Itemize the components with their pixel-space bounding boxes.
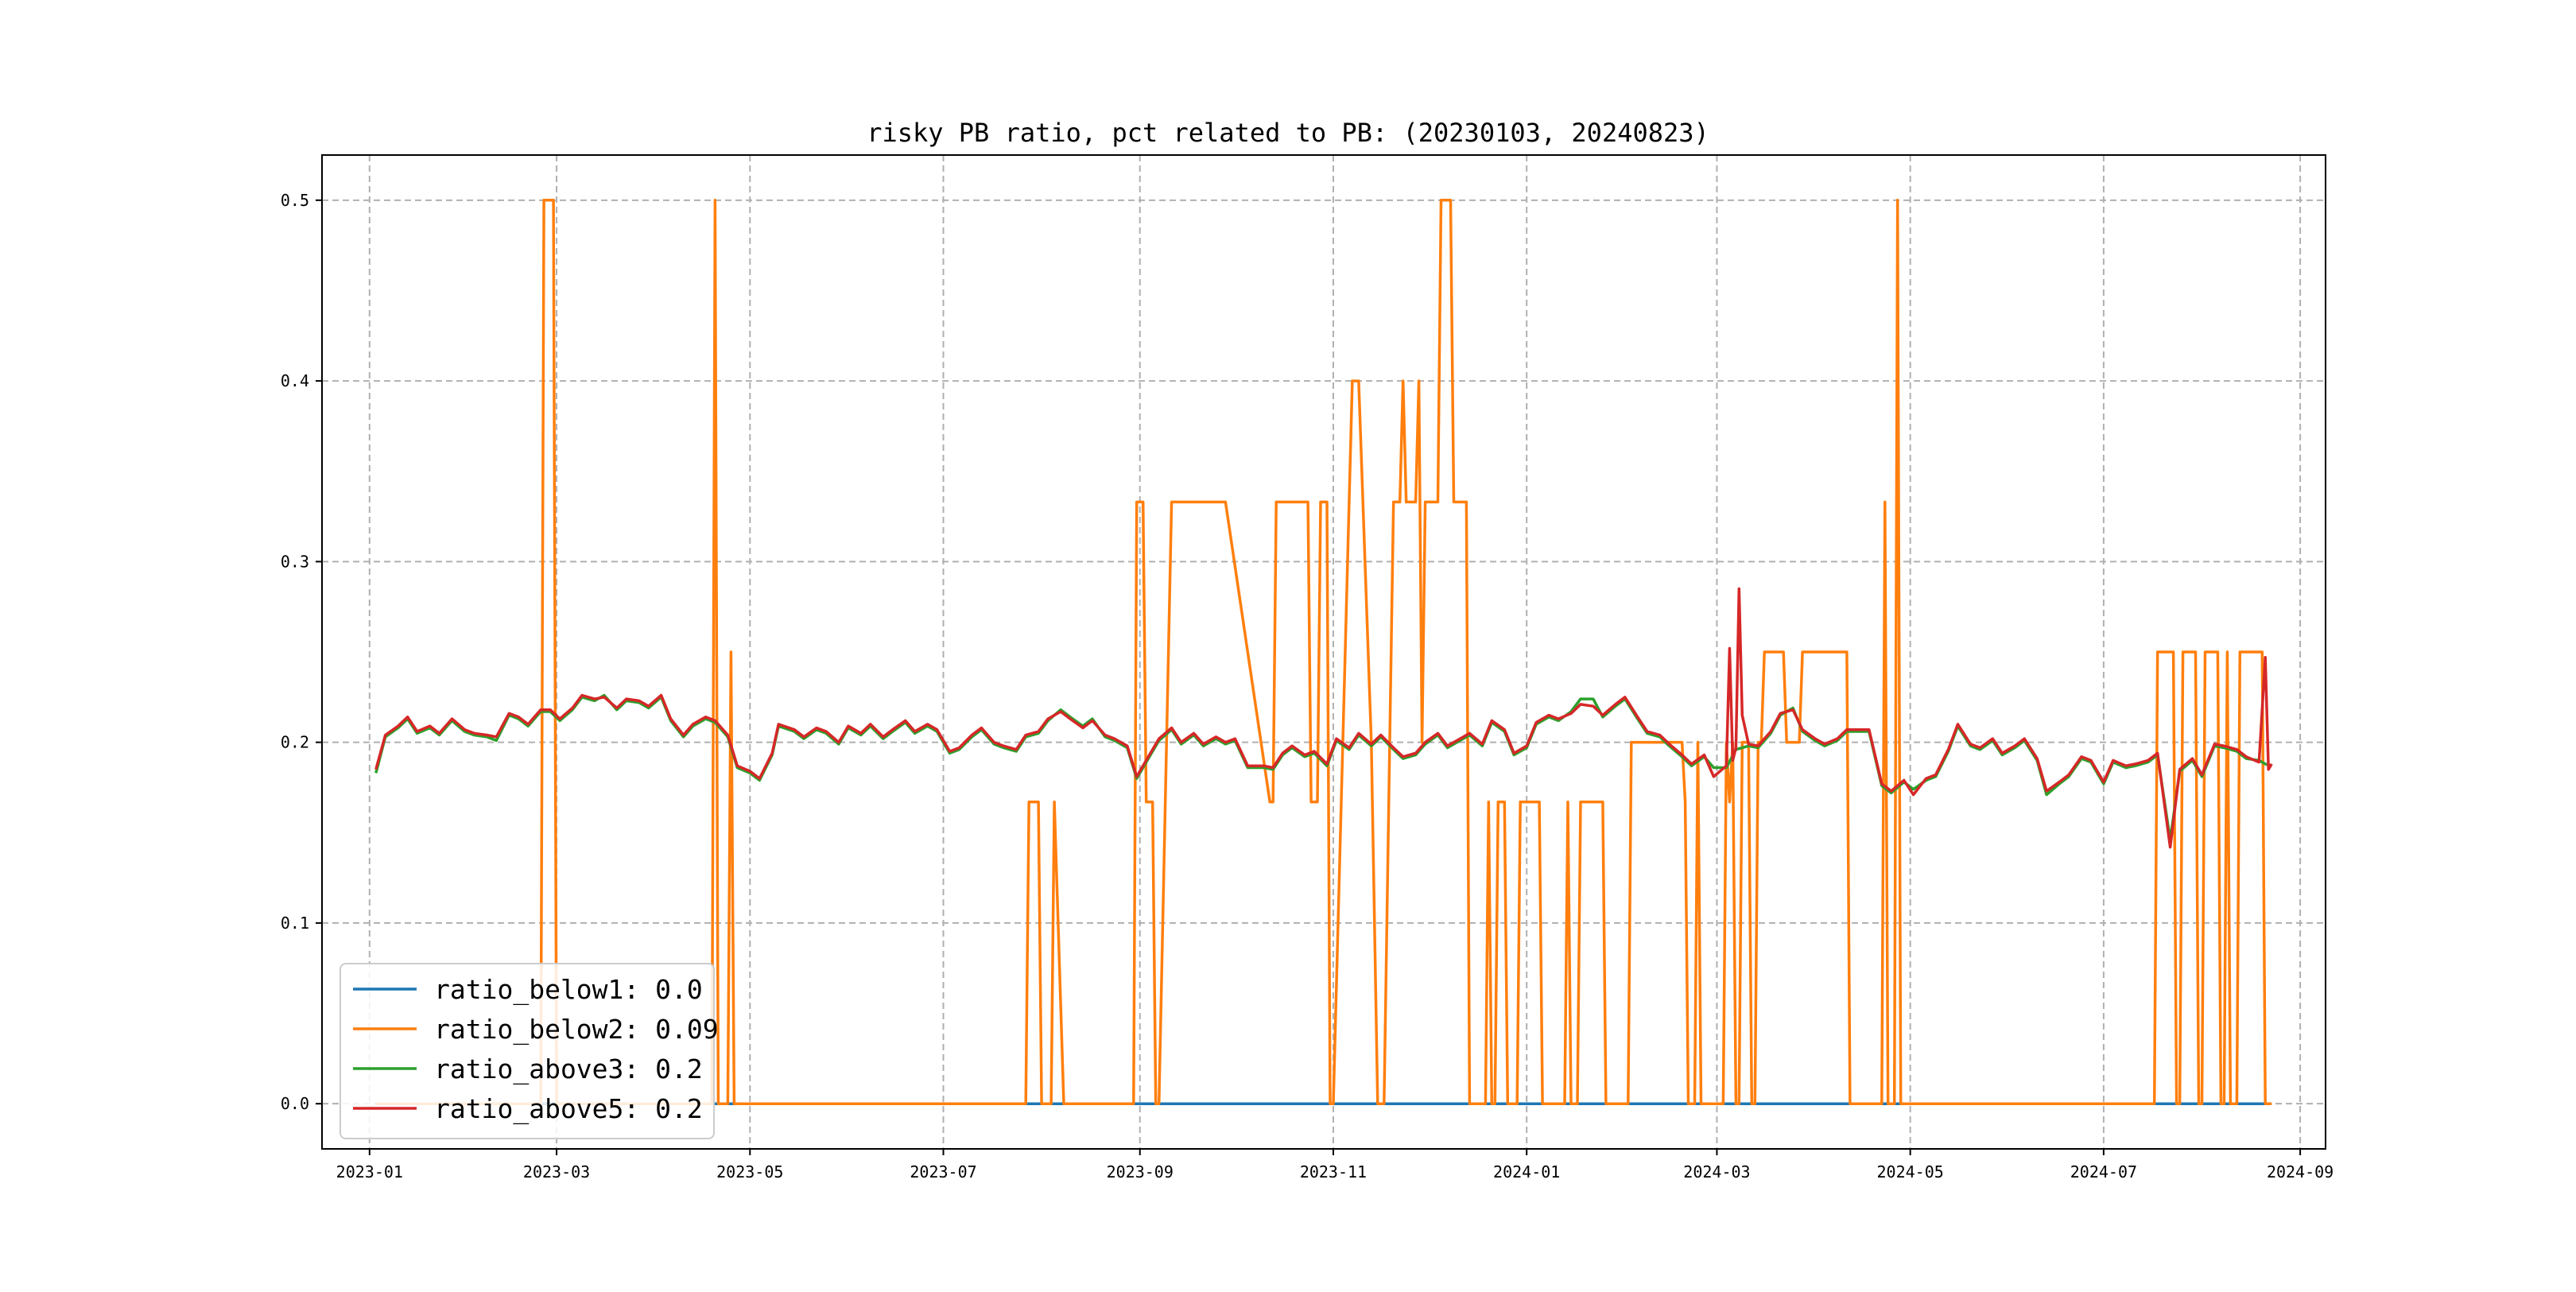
x-tick-label: 2023-07 [910, 1162, 976, 1181]
x-tick-label: 2023-05 [716, 1162, 783, 1181]
series-line-ratio-below2 [375, 199, 2272, 1105]
legend-box [339, 963, 715, 1139]
x-tick-label: 2023-09 [1107, 1162, 1174, 1181]
y-tick-label: 0.0 [281, 1094, 309, 1113]
legend-entry-label: ratio_below2: 0.09 [434, 1014, 719, 1046]
series-line-ratio-above5 [374, 587, 2273, 849]
x-tick-label: 2024-01 [1493, 1162, 1560, 1181]
y-tick-label: 0.3 [281, 552, 309, 571]
y-tick-label: 0.5 [281, 191, 309, 210]
y-tick-label: 0.4 [281, 371, 309, 390]
x-tick-label: 2023-03 [523, 1162, 590, 1181]
legend-entry-label: ratio_above5: 0.2 [434, 1093, 703, 1125]
chart-title: risky PB ratio, pct related to PB: (2023… [867, 118, 1709, 148]
legend-entry-label: ratio_below1: 0.0 [434, 974, 703, 1006]
legend-entry-label: ratio_above3: 0.2 [434, 1053, 703, 1085]
x-tick-label: 2024-09 [2267, 1162, 2334, 1181]
plot-frame [321, 154, 2326, 1150]
y-tick-label: 0.2 [281, 733, 309, 752]
axis-ticks: 2023-01 2023-03 2023-05 2023-07 2023-09 2023-… [281, 191, 2334, 1181]
x-tick-label: 2024-03 [1683, 1162, 1750, 1181]
grid [322, 155, 2326, 1149]
legend: ratio_below1: 0.0 ratio_below2: 0.09 ratio… [339, 963, 719, 1139]
x-tick-label: 2023-01 [336, 1162, 403, 1181]
x-tick-label: 2024-05 [1877, 1162, 1944, 1181]
x-tick-label: 2023-11 [1300, 1162, 1367, 1181]
y-tick-label: 0.1 [281, 914, 309, 933]
x-tick-label: 2024-07 [2070, 1162, 2137, 1181]
